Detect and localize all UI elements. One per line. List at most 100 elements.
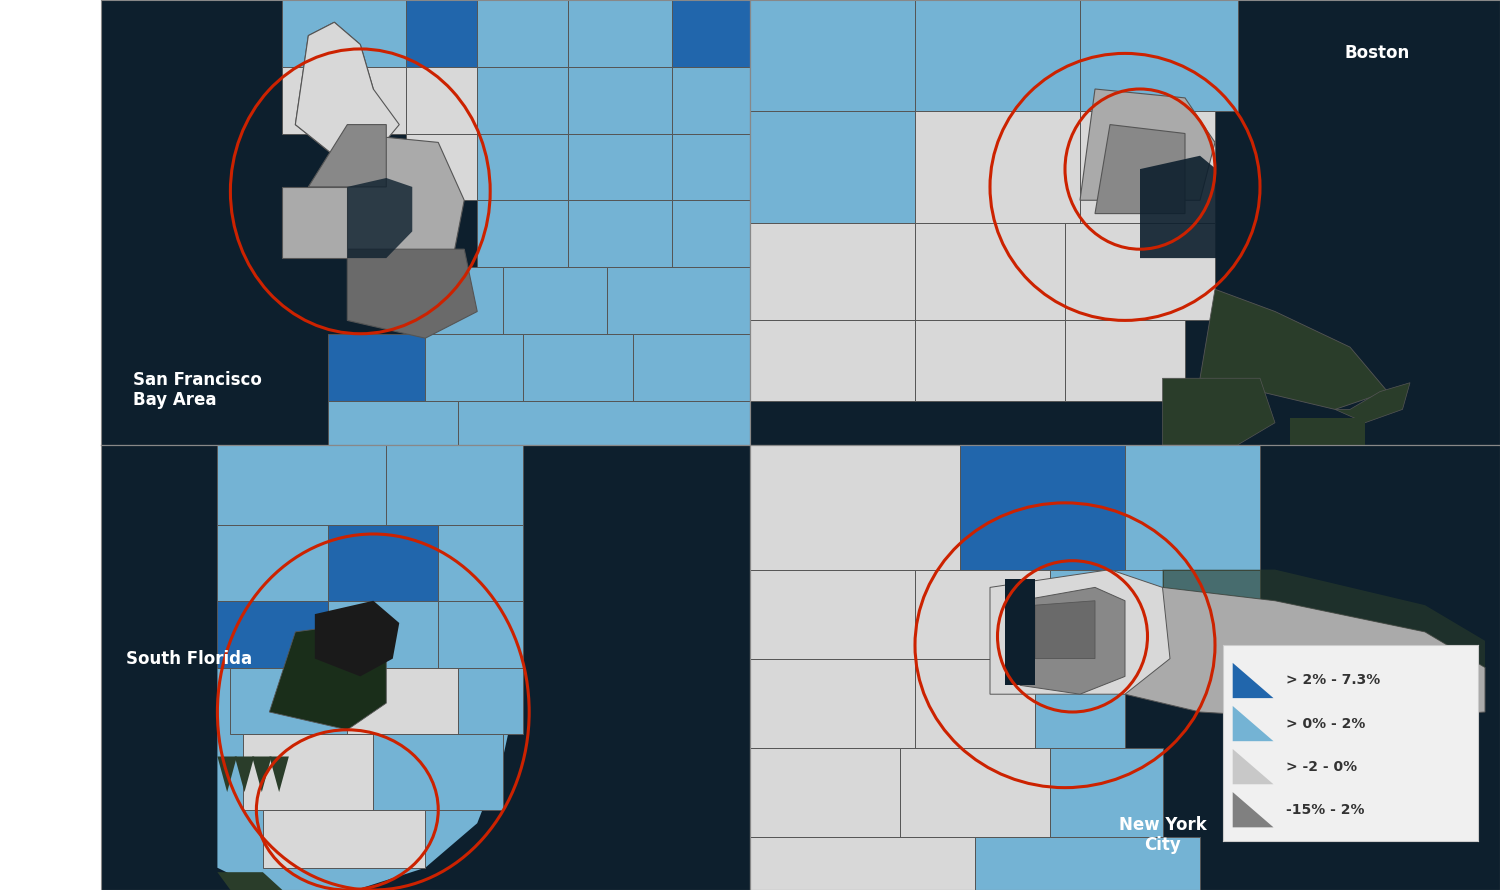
Polygon shape <box>915 111 1080 222</box>
Bar <box>100 445 218 890</box>
Polygon shape <box>406 134 477 200</box>
Polygon shape <box>282 0 406 67</box>
Polygon shape <box>348 134 464 267</box>
Polygon shape <box>100 0 282 445</box>
Polygon shape <box>1162 570 1260 659</box>
Text: -15% - 2%: -15% - 2% <box>1286 803 1365 817</box>
Polygon shape <box>1020 587 1125 694</box>
Polygon shape <box>374 734 502 810</box>
Polygon shape <box>1013 587 1485 721</box>
Polygon shape <box>328 400 458 445</box>
Polygon shape <box>522 334 633 400</box>
Text: New York
City: New York City <box>1119 815 1206 854</box>
Polygon shape <box>915 320 1065 400</box>
Polygon shape <box>750 570 915 659</box>
Polygon shape <box>1080 89 1215 200</box>
Polygon shape <box>252 756 272 792</box>
Polygon shape <box>328 601 438 668</box>
Polygon shape <box>406 267 502 334</box>
Polygon shape <box>234 756 254 792</box>
Polygon shape <box>1035 659 1125 748</box>
Polygon shape <box>568 67 672 134</box>
Polygon shape <box>1035 601 1095 659</box>
Polygon shape <box>477 67 568 134</box>
Polygon shape <box>426 334 522 400</box>
Polygon shape <box>458 400 750 445</box>
Polygon shape <box>1005 578 1035 685</box>
Polygon shape <box>1050 570 1162 659</box>
Polygon shape <box>1095 125 1185 214</box>
Polygon shape <box>243 734 374 810</box>
Polygon shape <box>1080 111 1215 222</box>
Text: > 0% - 2%: > 0% - 2% <box>1286 716 1365 731</box>
Polygon shape <box>750 0 915 111</box>
Polygon shape <box>503 267 608 334</box>
Polygon shape <box>1140 156 1238 258</box>
Polygon shape <box>990 570 1170 694</box>
Polygon shape <box>270 623 387 730</box>
Text: San Francisco
Bay Area: San Francisco Bay Area <box>134 370 262 409</box>
Polygon shape <box>1050 748 1162 837</box>
Polygon shape <box>1290 418 1365 445</box>
Polygon shape <box>296 22 399 156</box>
Text: South Florida: South Florida <box>126 650 252 668</box>
Polygon shape <box>217 525 328 601</box>
Polygon shape <box>1162 570 1485 668</box>
Polygon shape <box>750 111 915 222</box>
Polygon shape <box>1233 792 1274 828</box>
Polygon shape <box>477 0 568 67</box>
Polygon shape <box>975 837 1200 890</box>
Polygon shape <box>1125 445 1260 570</box>
Polygon shape <box>1162 378 1275 445</box>
Polygon shape <box>915 570 1050 659</box>
Polygon shape <box>477 200 568 267</box>
Polygon shape <box>672 200 750 267</box>
Text: Boston: Boston <box>1344 44 1410 62</box>
Polygon shape <box>348 178 412 258</box>
Polygon shape <box>672 67 750 134</box>
Polygon shape <box>458 668 522 734</box>
Polygon shape <box>328 334 426 400</box>
Polygon shape <box>568 0 672 67</box>
Polygon shape <box>282 67 406 134</box>
Polygon shape <box>217 872 282 890</box>
Polygon shape <box>750 445 960 570</box>
Polygon shape <box>309 125 387 187</box>
Polygon shape <box>217 445 522 890</box>
Polygon shape <box>915 0 1080 111</box>
Text: > 2% - 7.3%: > 2% - 7.3% <box>1286 674 1380 687</box>
Polygon shape <box>1065 222 1215 320</box>
Polygon shape <box>406 0 477 67</box>
Polygon shape <box>672 134 750 200</box>
Polygon shape <box>477 134 568 200</box>
Polygon shape <box>1200 289 1388 409</box>
Polygon shape <box>315 601 399 676</box>
Polygon shape <box>915 222 1065 320</box>
Bar <box>568 445 750 890</box>
Text: > -2 - 0%: > -2 - 0% <box>1286 760 1358 773</box>
Polygon shape <box>608 267 750 334</box>
Polygon shape <box>633 334 750 400</box>
Polygon shape <box>1233 663 1274 698</box>
Polygon shape <box>1233 706 1274 741</box>
Polygon shape <box>217 601 328 668</box>
Polygon shape <box>262 810 426 868</box>
Polygon shape <box>672 0 750 67</box>
Polygon shape <box>217 756 237 792</box>
Bar <box>1238 0 1500 445</box>
Polygon shape <box>348 249 477 338</box>
Polygon shape <box>750 659 915 748</box>
Polygon shape <box>1335 383 1410 423</box>
Polygon shape <box>750 837 975 890</box>
Polygon shape <box>296 22 374 156</box>
Polygon shape <box>328 525 438 601</box>
Polygon shape <box>568 200 672 267</box>
Polygon shape <box>1080 0 1238 111</box>
Polygon shape <box>438 525 522 601</box>
Polygon shape <box>387 445 522 525</box>
Polygon shape <box>217 445 387 525</box>
Polygon shape <box>438 601 522 668</box>
Bar <box>1260 445 1500 890</box>
Polygon shape <box>568 134 672 200</box>
Polygon shape <box>348 668 458 734</box>
